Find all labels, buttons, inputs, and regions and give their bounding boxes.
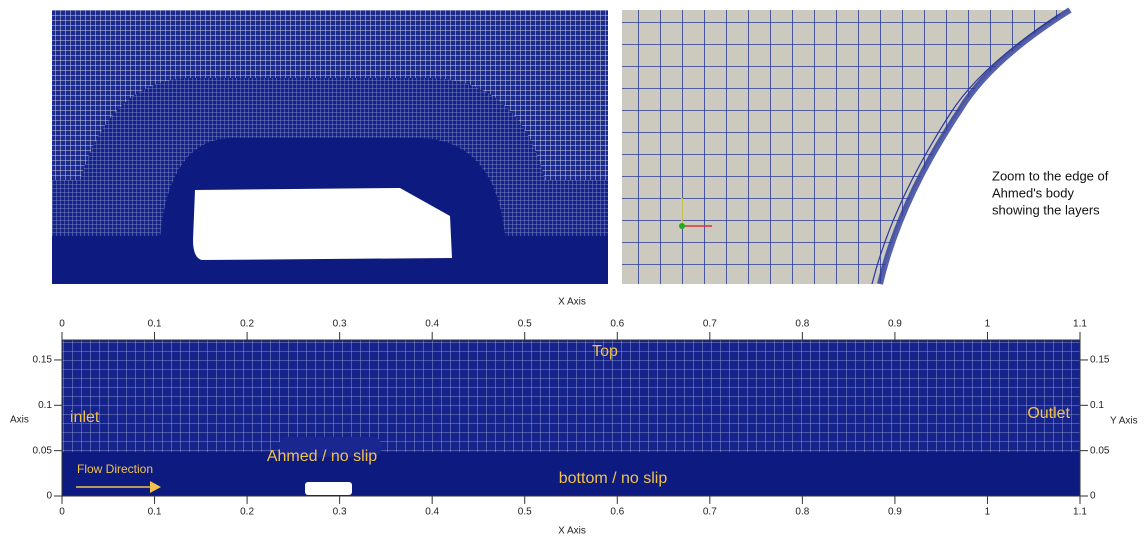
y-tick-label: 0.15	[1090, 355, 1110, 366]
x-tick-label: 0.9	[888, 507, 902, 518]
y-tick-label: 0	[1090, 491, 1096, 502]
x-tick-label: 0.5	[518, 507, 532, 518]
x-tick-label: 1.1	[1073, 319, 1087, 330]
y-tick-label: 0	[46, 491, 52, 502]
annotation: Top	[592, 343, 618, 360]
x-tick-label: 1	[985, 507, 991, 518]
mesh-overview	[52, 10, 608, 284]
x-axis-title: X Axis	[558, 297, 586, 308]
x-tick-label: 0.6	[610, 507, 624, 518]
x-tick-label: 0.6	[610, 319, 624, 330]
x-tick-label: 0.3	[333, 507, 347, 518]
x-axis-title: X Axis	[558, 526, 586, 537]
caption-line: Ahmed's body	[992, 185, 1074, 200]
y-axis-title: Y Axis	[1110, 416, 1138, 427]
y-tick-label: 0.05	[1090, 445, 1110, 456]
ahmed-body	[305, 482, 352, 495]
y-axis-title: Axis	[10, 415, 29, 426]
domain-plot: 000.10.10.20.20.30.30.40.40.50.50.60.60.…	[33, 319, 1110, 518]
x-tick-label: 0.4	[425, 319, 439, 330]
x-tick-label: 0.8	[795, 319, 809, 330]
x-tick-label: 0.2	[240, 319, 254, 330]
x-tick-label: 0.1	[148, 319, 162, 330]
x-tick-label: 0.1	[148, 507, 162, 518]
mesh-zoom	[622, 10, 1070, 284]
y-tick-label: 0.1	[1090, 400, 1104, 411]
page: {"zoom_caption": ["Zoom to the edge of",…	[0, 0, 1146, 538]
y-tick-label: 0.05	[33, 445, 53, 456]
x-tick-label: 1	[985, 319, 991, 330]
x-tick-label: 0	[59, 507, 65, 518]
zoom-caption: Zoom to the edge of Ahmed's body showing…	[992, 168, 1109, 217]
x-tick-label: 0.7	[703, 319, 717, 330]
x-tick-label: 0.8	[795, 507, 809, 518]
x-tick-label: 0.9	[888, 319, 902, 330]
x-tick-label: 0.7	[703, 507, 717, 518]
caption-line: showing the layers	[992, 202, 1100, 217]
figure: Zoom to the edge of Ahmed's body showing…	[0, 0, 1146, 538]
y-tick-label: 0.1	[38, 400, 52, 411]
x-tick-label: 0.2	[240, 507, 254, 518]
x-tick-label: 0.5	[518, 319, 532, 330]
y-tick-label: 0.15	[33, 355, 53, 366]
annotation: bottom / no slip	[559, 470, 668, 487]
x-tick-label: 0	[59, 319, 65, 330]
x-tick-label: 0.4	[425, 507, 439, 518]
x-tick-label: 1.1	[1073, 507, 1087, 518]
annotation: Outlet	[1027, 405, 1070, 422]
annotation: inlet	[70, 409, 100, 426]
caption-line: Zoom to the edge of	[992, 168, 1109, 183]
x-tick-label: 0.3	[333, 319, 347, 330]
annotation: Ahmed / no slip	[267, 448, 377, 465]
annotation: Flow Direction	[77, 462, 153, 476]
